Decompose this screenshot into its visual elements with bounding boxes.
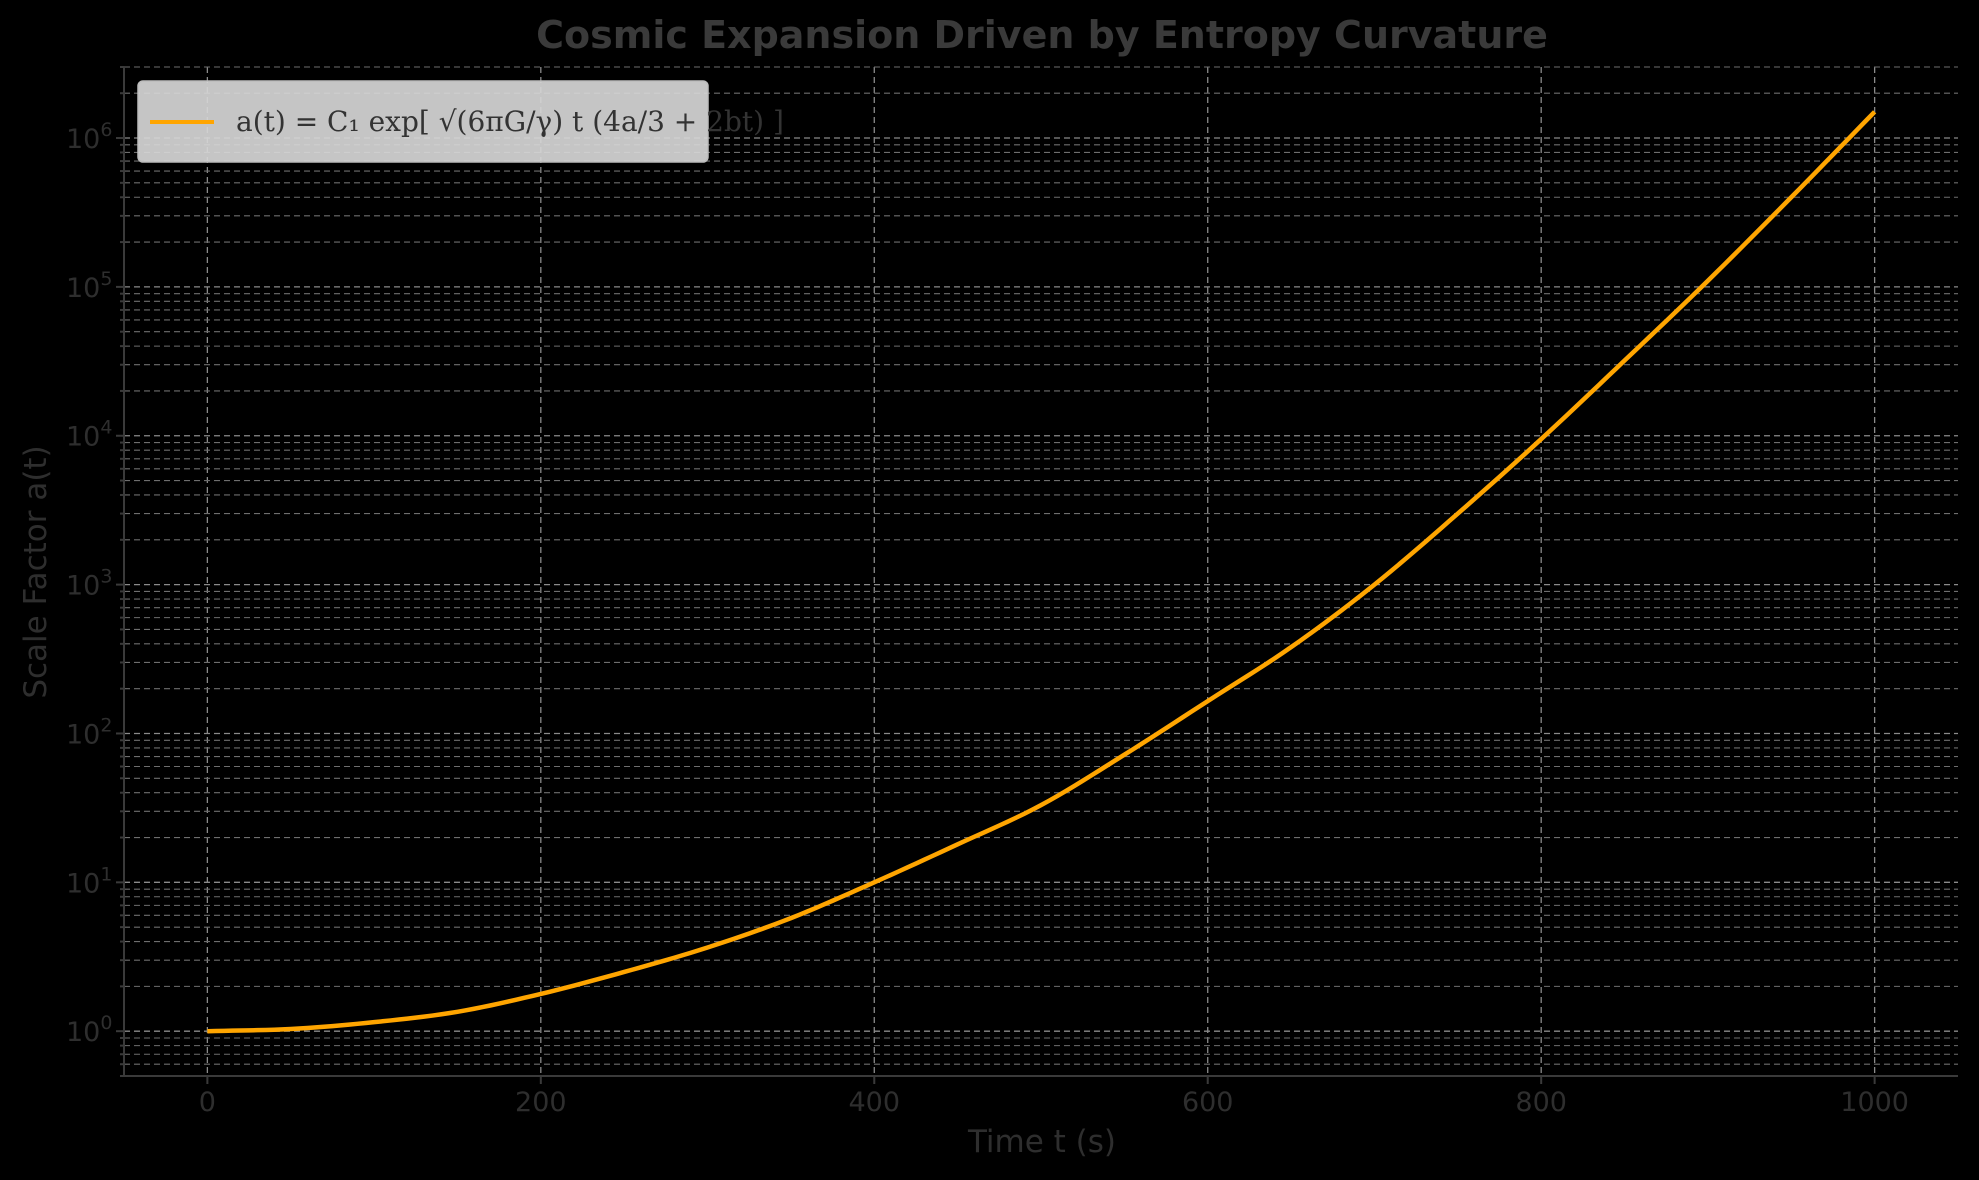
data-point bbox=[1206, 699, 1210, 703]
data-point bbox=[1706, 279, 1710, 283]
y-tick-label: 104 bbox=[66, 417, 112, 453]
data-point bbox=[1289, 645, 1293, 649]
data-point bbox=[1039, 803, 1043, 807]
data-point bbox=[1456, 512, 1460, 516]
data-point bbox=[1789, 195, 1793, 199]
y-tick-label: 100 bbox=[66, 1012, 112, 1048]
data-point bbox=[372, 1020, 376, 1024]
x-tick-label: 400 bbox=[848, 1087, 900, 1118]
data-point bbox=[789, 916, 793, 920]
y-tick-label: 105 bbox=[66, 268, 112, 304]
data-point bbox=[1372, 583, 1376, 587]
series-line bbox=[207, 110, 1877, 1034]
y-tick-label: 101 bbox=[66, 863, 112, 899]
x-tick-label: 0 bbox=[199, 1087, 216, 1118]
data-point bbox=[1623, 359, 1627, 363]
data-point bbox=[1122, 753, 1126, 757]
y-tick-label: 103 bbox=[66, 566, 112, 602]
data-point bbox=[1539, 437, 1543, 441]
ticks: 0 200 400 600 800 1000 100 101 102 103 104 105 106 bbox=[66, 66, 1909, 1118]
series-layer bbox=[205, 110, 1877, 1034]
legend: a(t) = C₁ exp[ √(6πG/γ) t (4a/3 + 2bt) ] bbox=[137, 80, 784, 163]
data-point bbox=[1873, 110, 1877, 114]
y-tick-label: 106 bbox=[66, 119, 112, 155]
data-point bbox=[956, 842, 960, 846]
data-point bbox=[205, 1029, 209, 1033]
x-axis-label: Time t (s) bbox=[967, 1124, 1116, 1160]
data-point bbox=[706, 945, 710, 949]
legend-box bbox=[137, 80, 709, 163]
x-tick-label: 1000 bbox=[1840, 1087, 1909, 1118]
x-tick-label: 800 bbox=[1515, 1087, 1567, 1118]
chart-title: Cosmic Expansion Driven by Entropy Curva… bbox=[536, 13, 1548, 57]
data-point bbox=[539, 992, 543, 996]
data-point bbox=[622, 970, 626, 974]
data-point bbox=[289, 1027, 293, 1031]
data-point bbox=[455, 1010, 459, 1014]
x-tick-label: 600 bbox=[1182, 1087, 1234, 1118]
y-tick-label: 102 bbox=[66, 714, 112, 750]
x-tick-label: 200 bbox=[515, 1087, 567, 1118]
legend-label: a(t) = C₁ exp[ √(6πG/γ) t (4a/3 + 2bt) ] bbox=[236, 105, 784, 138]
y-axis-label: Scale Factor a(t) bbox=[18, 445, 54, 698]
data-point bbox=[872, 880, 876, 884]
